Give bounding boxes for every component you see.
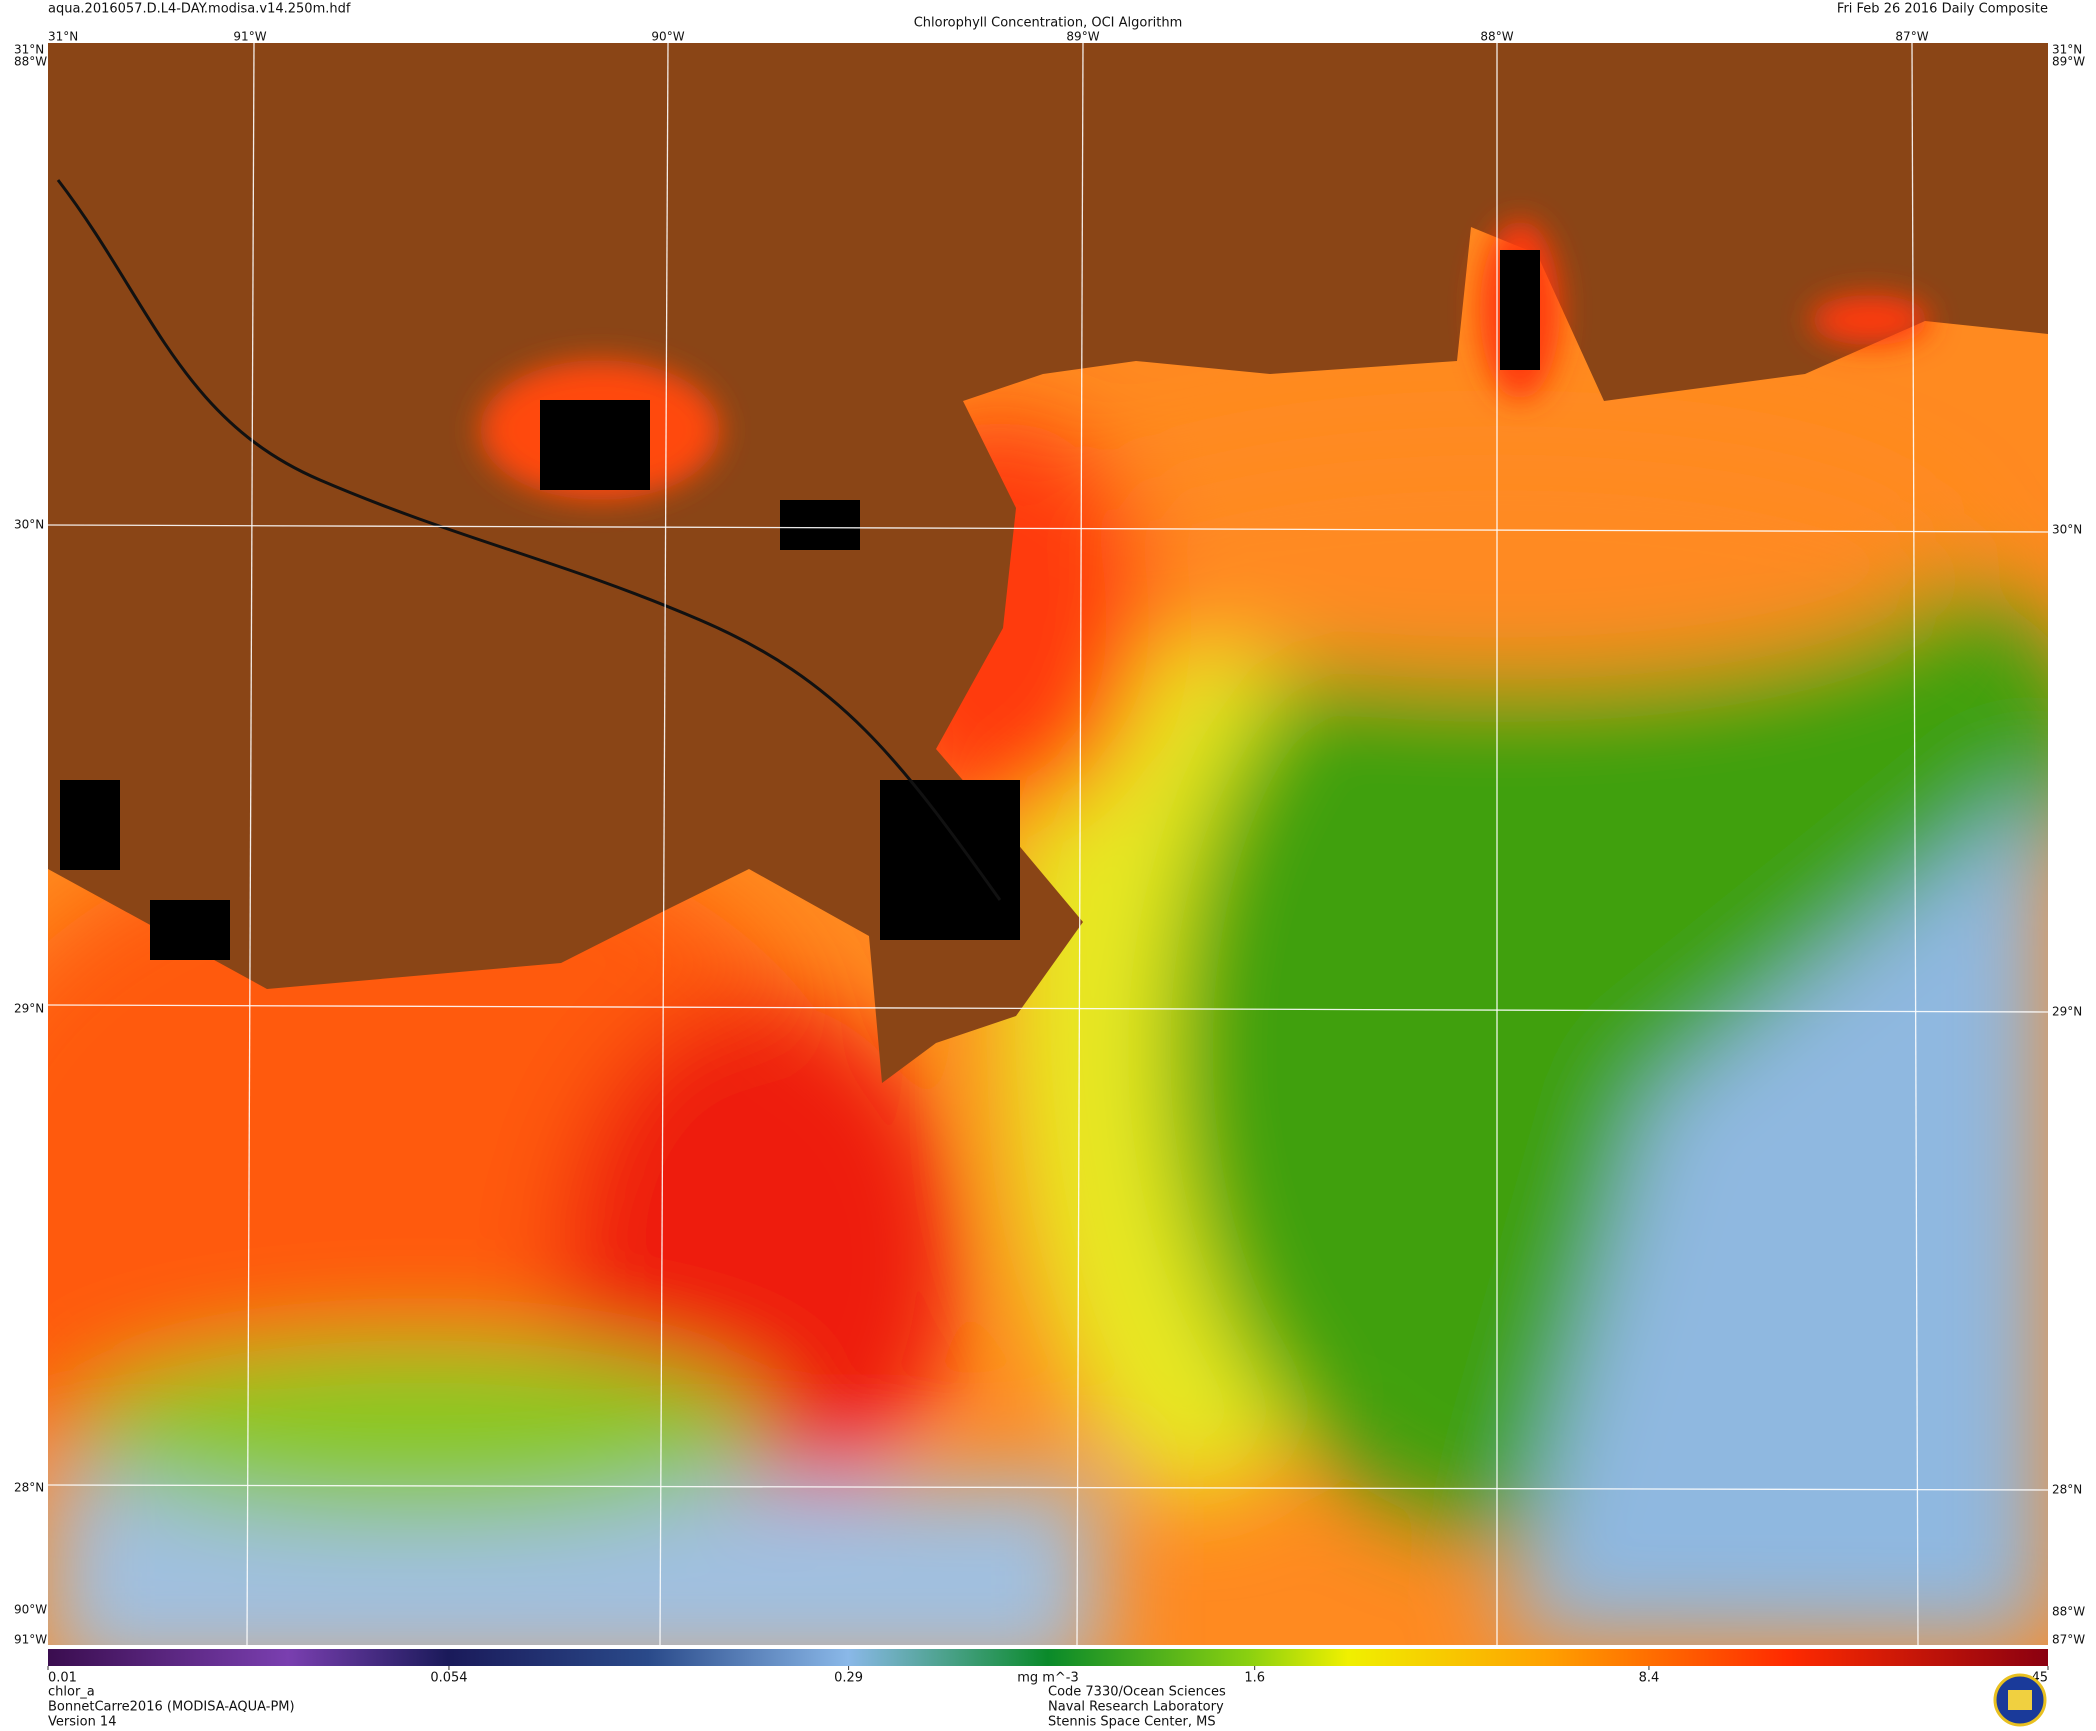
lon-label: 88°W	[1480, 30, 1513, 44]
lat-label: 90°W	[14, 1603, 47, 1617]
lat-label: 87°W	[2052, 1633, 2085, 1647]
graticule	[48, 43, 2048, 1645]
lat-label: 30°N	[14, 518, 44, 532]
colorbar-ticks: 0.01 0.054 0.29 1.6 8.4 45	[47, 1666, 2049, 1686]
logo	[1993, 1673, 2047, 1727]
colorbar	[48, 1649, 2048, 1666]
lat-label: 91°W	[14, 1633, 47, 1647]
marsh	[60, 250, 1540, 960]
lat-label: 31°N	[14, 43, 44, 57]
title: Chlorophyll Concentration, OCI Algorithm	[914, 16, 1183, 31]
lat-label: 88°W	[14, 55, 47, 69]
grid-labels: 31°N 91°W 90°W 89°W 88°W 87°W31°N88°W30°N29°N…	[14, 30, 2085, 1647]
colorbar-tick-label: 1.6	[1244, 1671, 1265, 1686]
lat-label: 29°N	[14, 1002, 44, 1016]
lat-label: 31°N	[2052, 43, 2082, 57]
map-image	[48, 43, 2048, 1645]
file-name: aqua.2016057.D.L4-DAY.modisa.v14.250m.hd…	[48, 2, 351, 17]
lat-label: 89°W	[2052, 55, 2085, 69]
colorbar-unit: mg m^-3	[1017, 1671, 1079, 1686]
lat-label: 29°N	[2052, 1005, 2082, 1019]
colorbar-tick-label: 0.054	[430, 1671, 467, 1686]
colorbar-tick-label: 0.01	[48, 1671, 77, 1686]
footer-center: Stennis Space Center, MS	[1048, 1715, 1216, 1730]
colorbar-tick-label: 8.4	[1639, 1671, 1660, 1686]
lon-label: 91°W	[233, 30, 266, 44]
lon-label: 87°W	[1895, 30, 1928, 44]
lat-label: 88°W	[2052, 1605, 2085, 1619]
lat-label: 28°N	[14, 1481, 44, 1495]
footer-left: Version 14	[48, 1715, 116, 1730]
date: Fri Feb 26 2016 Daily Composite	[1837, 2, 2048, 17]
footer-center: Naval Research Laboratory	[1048, 1700, 1224, 1715]
lon-label: 89°W	[1066, 30, 1099, 44]
lat-label: 28°N	[2052, 1483, 2082, 1497]
lon-label: 90°W	[651, 30, 684, 44]
footer-left: chlor_a	[48, 1685, 95, 1700]
footer-center: Code 7330/Ocean Sciences	[1048, 1685, 1226, 1700]
land	[48, 43, 2048, 1083]
lat-label: 30°N	[2052, 523, 2082, 537]
lon-label: 31°N	[48, 30, 78, 44]
colorbar-tick-label: 0.29	[834, 1671, 863, 1686]
footer-left: BonnetCarre2016 (MODISA-AQUA-PM)	[48, 1700, 295, 1715]
